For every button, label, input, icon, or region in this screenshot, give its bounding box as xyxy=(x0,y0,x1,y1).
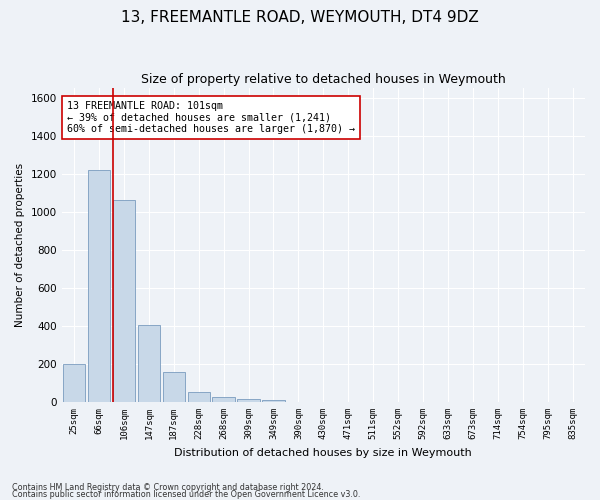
Bar xyxy=(163,372,185,402)
Text: 13 FREEMANTLE ROAD: 101sqm
← 39% of detached houses are smaller (1,241)
60% of s: 13 FREEMANTLE ROAD: 101sqm ← 39% of deta… xyxy=(67,100,355,134)
Title: Size of property relative to detached houses in Weymouth: Size of property relative to detached ho… xyxy=(141,72,506,86)
Bar xyxy=(188,392,210,402)
Bar xyxy=(238,399,260,402)
Text: Contains HM Land Registry data © Crown copyright and database right 2024.: Contains HM Land Registry data © Crown c… xyxy=(12,484,324,492)
Text: 13, FREEMANTLE ROAD, WEYMOUTH, DT4 9DZ: 13, FREEMANTLE ROAD, WEYMOUTH, DT4 9DZ xyxy=(121,10,479,25)
Y-axis label: Number of detached properties: Number of detached properties xyxy=(15,163,25,327)
Bar xyxy=(262,400,285,402)
X-axis label: Distribution of detached houses by size in Weymouth: Distribution of detached houses by size … xyxy=(175,448,472,458)
Text: Contains public sector information licensed under the Open Government Licence v3: Contains public sector information licen… xyxy=(12,490,361,499)
Bar xyxy=(212,398,235,402)
Bar xyxy=(113,200,135,402)
Bar xyxy=(63,364,85,402)
Bar xyxy=(88,170,110,402)
Bar xyxy=(137,325,160,402)
